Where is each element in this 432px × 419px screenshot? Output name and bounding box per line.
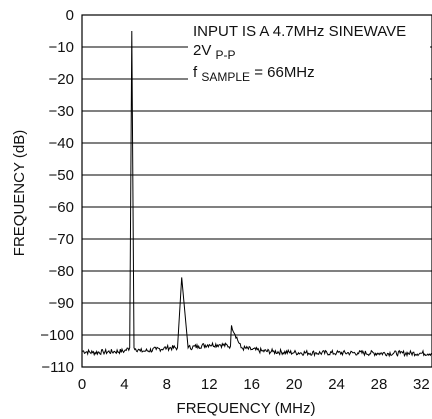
x-tick-labels: 0 4 8 12 16 20 24 28 32: [78, 376, 430, 393]
x-tick-label: 0: [78, 376, 86, 393]
y-axis-title: FREQUENCY (dB): [11, 130, 28, 256]
sample-main: f: [193, 64, 198, 81]
y-tick-label: 0: [66, 7, 74, 24]
x-tick-label: 20: [286, 376, 303, 393]
sample-subscript: SAMPLE: [201, 70, 250, 84]
annotation-background: [188, 20, 430, 84]
y-tick-labels: 0 −10 −20 −30 −40 −50 −60 −70 −80 −90 −100 −110: [40, 7, 74, 376]
annotation-amplitude: 2V P-P: [193, 42, 236, 62]
annotation-sample-rate: f SAMPLE = 66MHz: [193, 64, 315, 85]
y-tick-label: −10: [49, 39, 74, 56]
x-tick-label: 12: [201, 376, 218, 393]
amplitude-main: 2V: [193, 42, 211, 59]
y-tick-label: −30: [49, 103, 74, 120]
y-tick-label: −80: [49, 263, 74, 280]
x-tick-label: 4: [120, 376, 128, 393]
annotation-input: INPUT IS A 4.7MHz SINEWAVE: [193, 23, 406, 40]
x-axis-title: FREQUENCY (MHz): [177, 400, 316, 417]
x-tick-label: 32: [413, 376, 430, 393]
x-tick-label: 8: [163, 376, 171, 393]
amplitude-subscript: P-P: [216, 48, 236, 62]
y-tick-label: −100: [40, 327, 74, 344]
plot-frame: [81, 14, 432, 368]
sample-rest: = 66MHz: [254, 64, 314, 81]
annotation-box: INPUT IS A 4.7MHz SINEWAVE 2V P-P f SAMP…: [188, 20, 430, 85]
spectrum-line: [81, 30, 432, 358]
y-tick-label: −40: [49, 135, 74, 152]
x-tick-label: 24: [328, 376, 345, 393]
y-tick-label: −60: [49, 199, 74, 216]
y-tick-label: −110: [41, 359, 74, 376]
y-tick-label: −50: [49, 167, 74, 184]
x-tick-label: 28: [371, 376, 388, 393]
x-tick-label: 16: [243, 376, 260, 393]
grid-layer: [82, 46, 432, 336]
y-tick-label: −20: [49, 71, 74, 88]
y-tick-label: −70: [49, 231, 74, 248]
y-tick-label: −90: [49, 295, 74, 312]
